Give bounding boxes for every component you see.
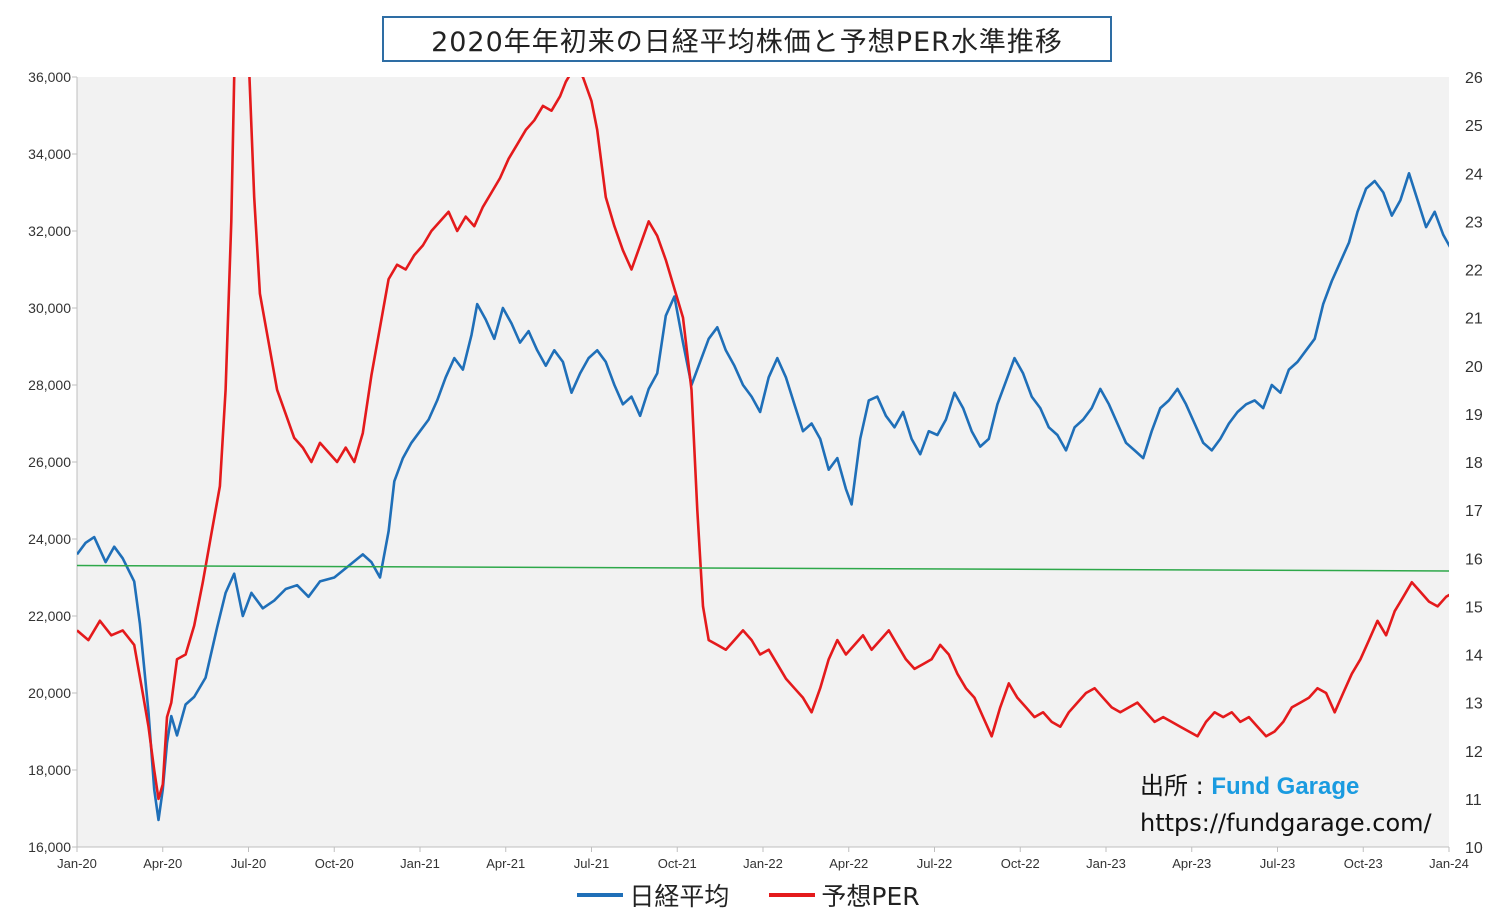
y-right-tick-label: 20: [1465, 359, 1483, 376]
legend-swatch-per: [769, 893, 816, 897]
y-right-tick-label: 18: [1465, 455, 1483, 472]
x-tick-label: Apr-21: [486, 856, 525, 871]
axes-layer: 16,000 18,000 20,000 22,000 24,000 26,000 28,0…: [28, 69, 1483, 871]
y-right-tick-label: 11: [1465, 792, 1482, 809]
x-tick-label: Jan-20: [57, 856, 97, 871]
x-tick-label: Oct-23: [1344, 856, 1383, 871]
plot-area: [77, 77, 1449, 847]
y-right-tick-label: 21: [1465, 311, 1483, 328]
x-tick-label: Jan-23: [1086, 856, 1126, 871]
y-right-tick-label: 26: [1465, 70, 1483, 87]
x-tick-label: Jul-23: [1260, 856, 1295, 871]
y-left-tick-label: 36,000: [28, 69, 71, 85]
source-credit: 出所 : Fund Garage: [1140, 766, 1359, 801]
legend-item-per: 予想PER: [769, 877, 920, 913]
y-right-tick-label: 10: [1465, 840, 1483, 857]
series-layer: [77, 77, 1449, 822]
series-line-average: [77, 564, 1449, 572]
y-right-tick-label: 25: [1465, 118, 1483, 135]
y-left-tick-label: 20,000: [28, 685, 71, 701]
y-right-tick-label: 14: [1465, 648, 1483, 665]
x-tick-label: Jan-22: [743, 856, 783, 871]
y-right-tick-label: 19: [1465, 407, 1483, 424]
x-tick-label: Jul-22: [917, 856, 952, 871]
source-name: Fund Garage: [1211, 773, 1360, 800]
legend-item-nikkei: 日経平均: [577, 877, 729, 913]
x-tick-label: Jan-24: [1429, 856, 1469, 871]
legend-label-per: 予想PER: [821, 882, 920, 911]
x-tick-label: Oct-22: [1001, 856, 1040, 871]
y-right-tick-label: 12: [1465, 744, 1483, 761]
source-url: https://fundgarage.com/: [1140, 809, 1432, 837]
y-right-tick-label: 15: [1465, 599, 1483, 616]
y-left-tick-label: 16,000: [28, 839, 71, 855]
y-left-tick-label: 26,000: [28, 454, 71, 470]
series-line-per: [77, 77, 1449, 801]
y-left-tick-label: 24,000: [28, 531, 71, 547]
y-left-tick-label: 18,000: [28, 762, 71, 778]
x-tick-label: Apr-22: [829, 856, 868, 871]
x-tick-label: Apr-20: [143, 856, 182, 871]
y-left-tick-label: 22,000: [28, 608, 71, 624]
x-tick-label: Jan-21: [400, 856, 440, 871]
y-left-tick-label: 30,000: [28, 300, 71, 316]
source-prefix: 出所 :: [1140, 772, 1212, 800]
y-left-tick-label: 32,000: [28, 223, 71, 239]
legend: 日経平均 予想PER: [0, 876, 1497, 914]
y-left-tick-label: 34,000: [28, 146, 71, 162]
y-right-tick-label: 16: [1465, 551, 1483, 568]
x-tick-label: Jul-21: [574, 856, 609, 871]
y-right-tick-label: 23: [1465, 214, 1483, 231]
legend-label-nikkei: 日経平均: [629, 882, 730, 911]
x-tick-label: Apr-23: [1172, 856, 1211, 871]
y-left-tick-label: 28,000: [28, 377, 71, 393]
y-right-tick-label: 13: [1465, 696, 1483, 713]
chart-title: 2020年年初来の日経平均株価と予想PER水準推移: [382, 16, 1112, 62]
y-right-tick-label: 24: [1465, 166, 1483, 183]
x-tick-label: Oct-21: [658, 856, 697, 871]
legend-swatch-nikkei: [577, 893, 624, 897]
y-right-tick-label: 17: [1465, 503, 1483, 520]
x-tick-label: Oct-20: [315, 856, 354, 871]
series-line-nikkei: [77, 172, 1449, 822]
x-tick-label: Jul-20: [231, 856, 266, 871]
y-right-tick-label: 22: [1465, 263, 1483, 280]
